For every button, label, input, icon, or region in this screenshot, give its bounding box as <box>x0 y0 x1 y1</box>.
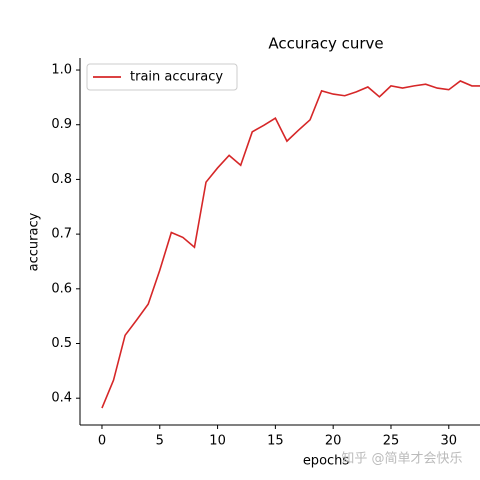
series-group <box>101 80 480 409</box>
y-tick-label: 0.5 <box>51 336 72 351</box>
x-tick-label: 0 <box>98 434 106 449</box>
y-tick-label: 1.0 <box>51 63 72 78</box>
watermark: 知乎 @简单才会快乐 <box>341 451 462 467</box>
y-tick-label: 0.6 <box>51 281 72 296</box>
chart-title: Accuracy curve <box>268 35 383 53</box>
y-axis-label: accuracy <box>27 212 42 271</box>
y-tick-label: 0.9 <box>51 117 72 132</box>
plot-area <box>101 80 480 409</box>
y-tick-label: 0.8 <box>51 172 72 187</box>
x-tick-label: 20 <box>325 434 342 449</box>
x-tick-label: 5 <box>156 434 164 449</box>
y-tick-label: 0.7 <box>51 227 72 242</box>
x-tick-label: 10 <box>209 434 226 449</box>
x-tick-label: 15 <box>267 434 284 449</box>
x-tick-label: 25 <box>383 434 400 449</box>
y-tick-label: 0.4 <box>51 391 72 406</box>
x-tick-label: 30 <box>441 434 458 449</box>
x-axis-label: epochs <box>303 454 350 469</box>
legend-label: train accuracy <box>130 70 223 85</box>
data-line <box>101 80 480 409</box>
legend-box <box>86 63 238 91</box>
